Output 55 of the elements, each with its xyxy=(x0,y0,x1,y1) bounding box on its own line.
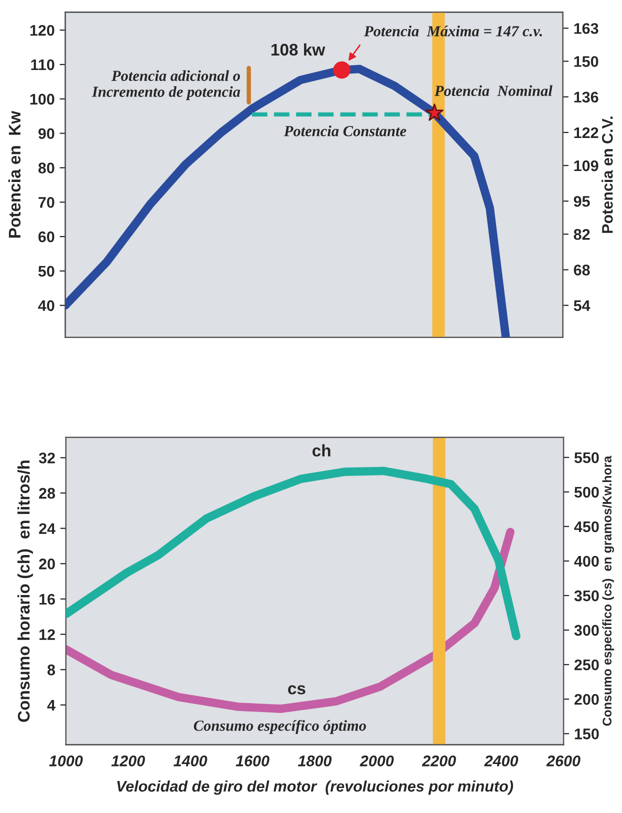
y-tick-label: 60 xyxy=(38,231,54,242)
y2-axis-title: Consumo específico (cs) en gramos/Kw.hora xyxy=(602,456,614,726)
y-tick-label: 120 xyxy=(30,24,54,36)
y-tick-label: 70 xyxy=(38,197,54,208)
y-tick-label: 24 xyxy=(39,523,56,534)
y2-tick-label: 250 xyxy=(574,659,599,670)
y-tick-label: 20 xyxy=(39,558,55,570)
x-tick-label: 2200 xyxy=(422,756,456,766)
y2-tick-label: 122 xyxy=(574,127,598,138)
y2-tick-label: 82 xyxy=(574,229,590,240)
y2-tick-label: 163 xyxy=(574,23,598,34)
y-tick-label: 12 xyxy=(39,629,55,640)
y2-tick-label: 300 xyxy=(574,624,599,636)
x-tick-label: 2400 xyxy=(484,756,518,766)
x-tick-label: 2000 xyxy=(360,756,394,766)
y2-tick-label: 500 xyxy=(574,486,599,498)
annotation: 108 kw xyxy=(272,43,326,56)
x-tick-label: 1600 xyxy=(236,756,270,766)
y-tick-label: 16 xyxy=(39,594,55,605)
y2-tick-label: 95 xyxy=(574,196,590,207)
y-tick-label: 90 xyxy=(38,128,54,140)
y2-tick-label: 68 xyxy=(574,264,590,276)
y-tick-label: 40 xyxy=(38,300,54,312)
y2-tick-label: 150 xyxy=(574,56,598,67)
y-tick-label: 110 xyxy=(31,59,54,70)
y-tick-label: 32 xyxy=(38,452,55,464)
y2-tick-label: 550 xyxy=(574,452,599,464)
y-tick-label: 50 xyxy=(38,266,54,277)
x-tick-label: 1200 xyxy=(111,756,145,766)
y2-tick-label: 350 xyxy=(574,590,599,602)
y2-tick-label: 400 xyxy=(574,556,599,567)
x-tick-label: 1400 xyxy=(174,756,208,766)
x-axis-title: Velocidad de giro del motor (revoluciones por minuto) xyxy=(117,780,514,795)
y2-tick-label: 54 xyxy=(574,300,590,312)
y2-tick-label: 200 xyxy=(574,694,599,705)
y2-tick-label: 450 xyxy=(574,521,599,532)
series-label: ch xyxy=(312,444,330,457)
y-axis-title: Potencia en Kw xyxy=(8,110,21,238)
series-label: cs xyxy=(288,685,306,694)
y-tick-label: 8 xyxy=(48,664,56,676)
y-tick-label: 4 xyxy=(47,700,56,711)
y-tick-label: 80 xyxy=(38,162,54,174)
y-axis-title: Consumo horario (ch) en litros/h xyxy=(17,460,33,722)
y2-tick-label: 136 xyxy=(574,92,598,103)
y2-tick-label: 109 xyxy=(574,160,598,172)
y2-axis-title: Potencia en C.V. xyxy=(602,116,613,233)
x-tick-label: 1000 xyxy=(49,756,83,766)
annotation: Consumo específico óptimo xyxy=(194,720,366,734)
y2-tick-label: 150 xyxy=(574,728,599,740)
y-tick-label: 100 xyxy=(30,94,54,105)
annotation: Potencia Constante xyxy=(284,126,406,136)
y-tick-label: 28 xyxy=(39,488,56,499)
x-tick-label: 1800 xyxy=(298,756,332,766)
x-tick-label: 2600 xyxy=(546,756,580,766)
annotation: Potencia adicional o Incremento de potencia xyxy=(92,70,240,100)
